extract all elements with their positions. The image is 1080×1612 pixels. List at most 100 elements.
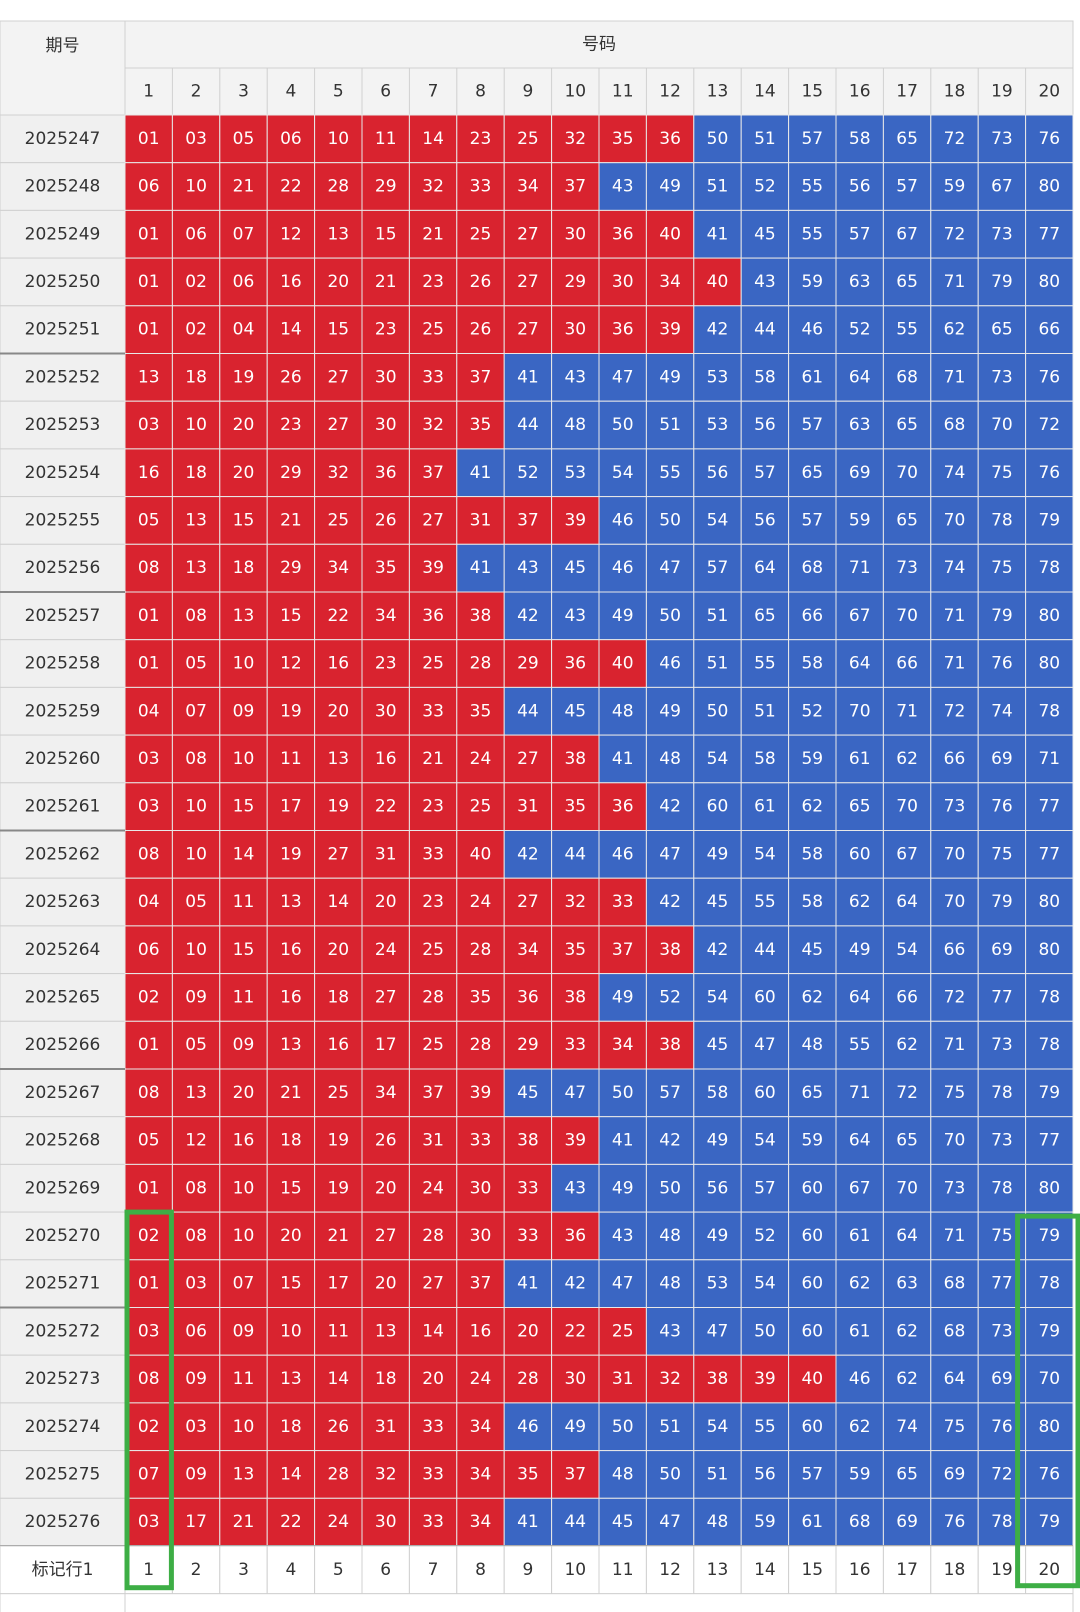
- number-cell: [408, 1450, 458, 1499]
- number: 13: [375, 1321, 397, 1341]
- number: 62: [896, 1321, 918, 1341]
- number-cell: [456, 877, 505, 927]
- number: 15: [280, 606, 302, 626]
- number: 35: [470, 415, 492, 435]
- number: 25: [470, 797, 492, 817]
- number-cell: [598, 1211, 647, 1261]
- number-cell: [361, 305, 410, 354]
- number-cell: [788, 1068, 837, 1118]
- number-cell: [740, 925, 790, 975]
- column-header: 20: [1038, 82, 1060, 102]
- number: 34: [375, 606, 397, 626]
- number-cell: [882, 162, 932, 211]
- number: 13: [280, 1035, 302, 1055]
- number: 75: [991, 558, 1013, 578]
- number-cell: [645, 543, 695, 593]
- marker-value: 17: [896, 1560, 918, 1580]
- number-cell: [930, 734, 979, 784]
- number-cell: [219, 1259, 268, 1309]
- number: 37: [422, 1083, 444, 1103]
- number: 41: [517, 367, 539, 387]
- number-cell: [124, 496, 173, 545]
- number: 42: [707, 320, 729, 340]
- number-cell: [408, 1116, 458, 1165]
- number: 72: [896, 1083, 918, 1103]
- number: 57: [801, 129, 823, 149]
- number: 76: [991, 797, 1013, 817]
- period: 2025268: [25, 1131, 101, 1151]
- column-header: 4: [285, 82, 296, 102]
- marker-value: 14: [754, 1560, 776, 1580]
- marker-cell: [835, 1545, 884, 1595]
- number: 07: [233, 1274, 255, 1294]
- number-cell: [124, 400, 173, 450]
- number: 37: [470, 367, 492, 387]
- number-cell: [124, 1402, 173, 1452]
- number: 72: [944, 129, 966, 149]
- number-cell: [361, 448, 410, 498]
- number-cell: [124, 209, 173, 259]
- number-cell: [314, 257, 363, 307]
- number-cell: [1025, 448, 1074, 498]
- number: 78: [991, 510, 1013, 530]
- number: 59: [944, 177, 966, 197]
- number: 30: [564, 224, 586, 244]
- number: 02: [138, 1417, 160, 1437]
- period-cell: [0, 114, 126, 164]
- number-cell: [788, 591, 837, 641]
- number-cell: [551, 1211, 600, 1261]
- number-cell: [171, 973, 221, 1022]
- number: 31: [612, 1369, 634, 1389]
- number-cell: [598, 209, 647, 259]
- number: 62: [849, 892, 871, 912]
- number-cell: [1025, 1402, 1074, 1452]
- number: 48: [801, 1035, 823, 1055]
- column-header: 1: [143, 82, 154, 102]
- number: 72: [991, 1464, 1013, 1484]
- number-cell: [361, 257, 410, 307]
- number-cell: [740, 877, 790, 927]
- column-header: 11: [612, 82, 634, 102]
- number-cell: [930, 448, 979, 498]
- number: 59: [849, 510, 871, 530]
- number-cell: [598, 734, 647, 784]
- number: 06: [233, 272, 255, 292]
- number: 33: [470, 177, 492, 197]
- number-cell: [124, 543, 173, 593]
- number-cell: [456, 973, 505, 1022]
- number: 44: [754, 940, 776, 960]
- number-cell: [835, 639, 884, 688]
- number: 20: [233, 415, 255, 435]
- number-cell: [598, 305, 647, 354]
- number: 51: [707, 654, 729, 674]
- number-cell: [503, 1211, 553, 1261]
- number: 61: [849, 749, 871, 769]
- number-cell: [788, 543, 837, 593]
- number-cell: [408, 400, 458, 450]
- period: 2025267: [25, 1083, 101, 1103]
- number: 48: [612, 701, 634, 721]
- number: 22: [280, 177, 302, 197]
- number: 33: [422, 1417, 444, 1437]
- number: 47: [707, 1321, 729, 1341]
- number: 65: [849, 797, 871, 817]
- number-cell: [503, 686, 553, 736]
- number: 61: [849, 1321, 871, 1341]
- marker-cell: [314, 1545, 363, 1595]
- number-cell: [171, 257, 221, 307]
- number-cell: [124, 162, 173, 211]
- number-cell: [408, 496, 458, 545]
- period: 2025259: [25, 701, 101, 721]
- number-cell: [551, 1354, 600, 1404]
- number-cell: [219, 877, 268, 927]
- number-cell: [882, 1307, 932, 1356]
- number: 23: [470, 129, 492, 149]
- number: 05: [185, 892, 207, 912]
- number: 23: [422, 892, 444, 912]
- number-cell: [645, 1020, 695, 1070]
- number-cell: [598, 496, 647, 545]
- number: 25: [517, 129, 539, 149]
- number-cell: [171, 496, 221, 545]
- number-cell: [266, 925, 316, 975]
- number-cell: [361, 1402, 410, 1452]
